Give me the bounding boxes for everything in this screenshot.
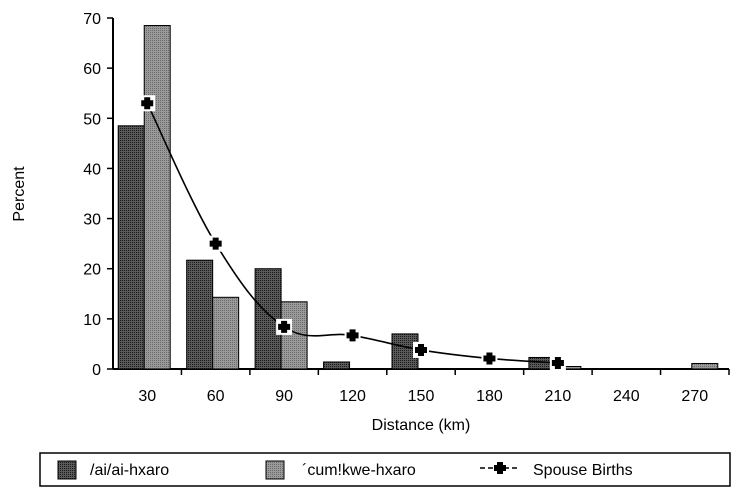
spouse-births-point: [415, 343, 427, 356]
y-tick-label: 40: [83, 161, 101, 178]
x-tick-label: 270: [681, 388, 708, 405]
legend-swatch-ai-ai-hxaro: [57, 460, 77, 480]
x-tick-label: 150: [408, 388, 435, 405]
legend-box: [39, 452, 731, 487]
spouse-births-point: [278, 320, 291, 333]
x-tick-label: 90: [275, 388, 293, 405]
bar-ai-ai-hxaro: [323, 361, 351, 370]
x-tick-label: 240: [613, 388, 640, 405]
y-tick-label: 70: [83, 11, 101, 28]
legend-swatch-cum-kwe-hxaro: [265, 460, 285, 480]
y-ticks: 0 10 20 30 40 50 60 70: [83, 11, 113, 379]
bar-cum-kwe-hxaro: [212, 296, 240, 370]
legend-label-cum-kwe-hxaro: ´cum!kwe-hxaro: [302, 462, 416, 479]
spouse-births-point: [483, 352, 496, 365]
legend: /ai/ai-hxaro ´cum!kwe-hxaro Spouse Birth…: [39, 452, 731, 487]
x-tick-label: 60: [207, 388, 225, 405]
spouse-births-series: [139, 95, 566, 371]
spouse-births-point: [141, 97, 154, 110]
bar-ai-ai-hxaro: [391, 333, 419, 370]
bar-ai-ai-hxaro: [254, 268, 282, 370]
y-axis-title: Percent: [11, 166, 28, 222]
x-tick-label: 210: [545, 388, 572, 405]
spouse-births-point: [551, 356, 564, 369]
spouse-births-point: [346, 329, 359, 342]
y-tick-label: 20: [83, 262, 101, 279]
y-tick-label: 60: [83, 61, 101, 78]
y-tick-label: 30: [83, 212, 101, 229]
x-tick-label: 30: [138, 388, 156, 405]
legend-label-spouse-births: Spouse Births: [533, 462, 633, 479]
x-axis-title: Distance (km): [372, 417, 471, 434]
bar-ai-ai-hxaro: [117, 125, 145, 370]
bar-cum-kwe-hxaro: [691, 362, 719, 370]
y-tick-label: 50: [83, 111, 101, 128]
x-tick-label: 120: [339, 388, 366, 405]
bar-ai-ai-hxaro: [186, 259, 214, 370]
legend-marker-spouse-births: [494, 462, 506, 474]
x-tick-label: 180: [476, 388, 503, 405]
bar-cum-kwe-hxaro: [143, 25, 171, 370]
y-tick-label: 0: [92, 362, 101, 379]
y-tick-label: 10: [83, 312, 101, 329]
legend-label-ai-ai-hxaro: /ai/ai-hxaro: [90, 462, 169, 479]
bars: [117, 25, 719, 370]
x-ticks: 30 60 90 120 150 180 210 240 270: [138, 369, 730, 405]
spouse-births-point: [209, 237, 222, 250]
